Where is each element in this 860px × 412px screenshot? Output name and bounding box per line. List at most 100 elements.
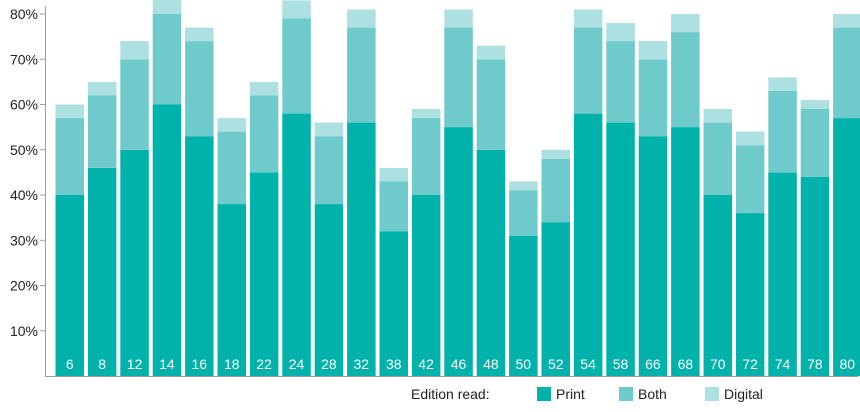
bar-both-58 bbox=[606, 41, 635, 123]
bar-print-28 bbox=[314, 204, 344, 376]
bar-print-42 bbox=[411, 195, 441, 376]
bar-both-46 bbox=[444, 27, 473, 128]
bar-print-32 bbox=[347, 122, 376, 376]
bar-print-16 bbox=[185, 136, 214, 376]
x-tick-label-14: 14 bbox=[159, 356, 175, 372]
x-tick-label-32: 32 bbox=[354, 356, 370, 372]
x-tick-label-80: 80 bbox=[840, 356, 856, 372]
bar-print-8 bbox=[87, 167, 117, 376]
x-tick-label-54: 54 bbox=[580, 356, 596, 372]
bar-digital-42 bbox=[411, 109, 441, 119]
bar-digital-28 bbox=[314, 122, 344, 137]
bar-digital-32 bbox=[347, 9, 376, 28]
bar-print-78 bbox=[800, 176, 830, 376]
bar-both-70 bbox=[703, 122, 732, 195]
bar-digital-68 bbox=[671, 14, 700, 33]
x-tick-label-66: 66 bbox=[645, 356, 661, 372]
x-tick-label-58: 58 bbox=[613, 356, 629, 372]
bar-digital-14 bbox=[152, 0, 182, 14]
bar-both-38 bbox=[379, 181, 408, 232]
bar-print-12 bbox=[120, 149, 149, 377]
bar-digital-52 bbox=[541, 149, 570, 159]
bar-both-72 bbox=[735, 145, 765, 214]
bar-print-80 bbox=[833, 118, 860, 376]
bar-print-74 bbox=[768, 172, 797, 376]
bar-print-48 bbox=[476, 149, 506, 377]
bar-print-50 bbox=[509, 235, 538, 376]
bar-print-46 bbox=[444, 127, 473, 376]
x-tick-label-38: 38 bbox=[386, 356, 402, 372]
bar-both-6 bbox=[55, 118, 84, 195]
bar-digital-78 bbox=[800, 100, 830, 109]
bar-print-66 bbox=[638, 136, 668, 376]
legend-swatch-both bbox=[619, 387, 633, 401]
bar-digital-22 bbox=[249, 81, 279, 96]
bar-digital-72 bbox=[735, 131, 765, 146]
y-tick-label-80: 80% bbox=[10, 6, 38, 22]
bar-digital-46 bbox=[444, 9, 473, 28]
x-tick-label-6: 6 bbox=[66, 356, 74, 372]
x-tick-label-72: 72 bbox=[742, 356, 758, 372]
bar-digital-24 bbox=[282, 0, 311, 19]
bar-print-14 bbox=[152, 104, 182, 376]
bar-print-58 bbox=[606, 122, 635, 376]
x-tick-label-48: 48 bbox=[483, 356, 499, 372]
x-tick-label-46: 46 bbox=[451, 356, 467, 372]
bar-print-6 bbox=[55, 195, 84, 376]
bar-digital-8 bbox=[87, 81, 117, 96]
x-tick-label-68: 68 bbox=[678, 356, 694, 372]
bar-both-8 bbox=[87, 95, 117, 168]
bar-print-24 bbox=[282, 113, 311, 376]
bar-digital-80 bbox=[833, 14, 860, 28]
bar-print-18 bbox=[217, 204, 246, 376]
y-tick-label-50: 50% bbox=[10, 142, 38, 158]
bar-digital-12 bbox=[120, 41, 149, 60]
bar-both-66 bbox=[638, 59, 668, 137]
x-tick-label-70: 70 bbox=[710, 356, 726, 372]
bar-both-14 bbox=[152, 14, 182, 105]
bar-both-28 bbox=[314, 136, 344, 205]
bar-both-12 bbox=[120, 59, 149, 150]
y-tick-label-60: 60% bbox=[10, 97, 38, 113]
bar-both-68 bbox=[671, 32, 700, 128]
bars-layer bbox=[55, 0, 860, 377]
x-tick-label-52: 52 bbox=[548, 356, 564, 372]
bar-both-78 bbox=[800, 109, 830, 177]
legend-label-digital: Digital bbox=[724, 386, 763, 402]
legend-label-both: Both bbox=[638, 386, 667, 402]
bar-print-54 bbox=[573, 113, 603, 376]
bar-print-70 bbox=[703, 195, 732, 376]
legend-swatch-digital bbox=[705, 387, 719, 401]
bar-both-80 bbox=[833, 27, 860, 119]
bar-both-16 bbox=[185, 41, 214, 137]
legend-label-print: Print bbox=[556, 386, 585, 402]
y-tick-label-30: 30% bbox=[10, 232, 38, 248]
x-tick-label-28: 28 bbox=[321, 356, 337, 372]
bar-both-22 bbox=[249, 95, 279, 173]
bar-both-32 bbox=[347, 27, 376, 123]
x-tick-label-16: 16 bbox=[192, 356, 208, 372]
bar-both-54 bbox=[573, 27, 603, 114]
x-tick-label-50: 50 bbox=[516, 356, 532, 372]
x-tick-label-74: 74 bbox=[775, 356, 791, 372]
bar-both-50 bbox=[509, 190, 538, 236]
x-tick-label-18: 18 bbox=[224, 356, 240, 372]
y-tick-label-20: 20% bbox=[10, 278, 38, 294]
bar-print-38 bbox=[379, 231, 408, 376]
bar-both-74 bbox=[768, 90, 797, 173]
legend-title: Edition read: bbox=[411, 386, 490, 402]
bar-digital-48 bbox=[476, 45, 506, 60]
y-tick-label-10: 10% bbox=[10, 323, 38, 339]
x-tick-label-12: 12 bbox=[127, 356, 143, 372]
bar-both-42 bbox=[411, 118, 441, 195]
bar-digital-70 bbox=[703, 109, 732, 123]
bar-print-22 bbox=[249, 172, 279, 376]
bar-digital-54 bbox=[573, 9, 603, 28]
x-tick-label-8: 8 bbox=[98, 356, 106, 372]
x-tick-label-78: 78 bbox=[807, 356, 823, 372]
x-axis: 6 8 12 14 16 18 22 24 28 32 38 42 46 48 50 52 54 58 66 68 70… bbox=[45, 356, 858, 377]
bar-print-72 bbox=[735, 213, 765, 376]
bar-both-52 bbox=[541, 158, 570, 223]
x-tick-label-42: 42 bbox=[418, 356, 434, 372]
